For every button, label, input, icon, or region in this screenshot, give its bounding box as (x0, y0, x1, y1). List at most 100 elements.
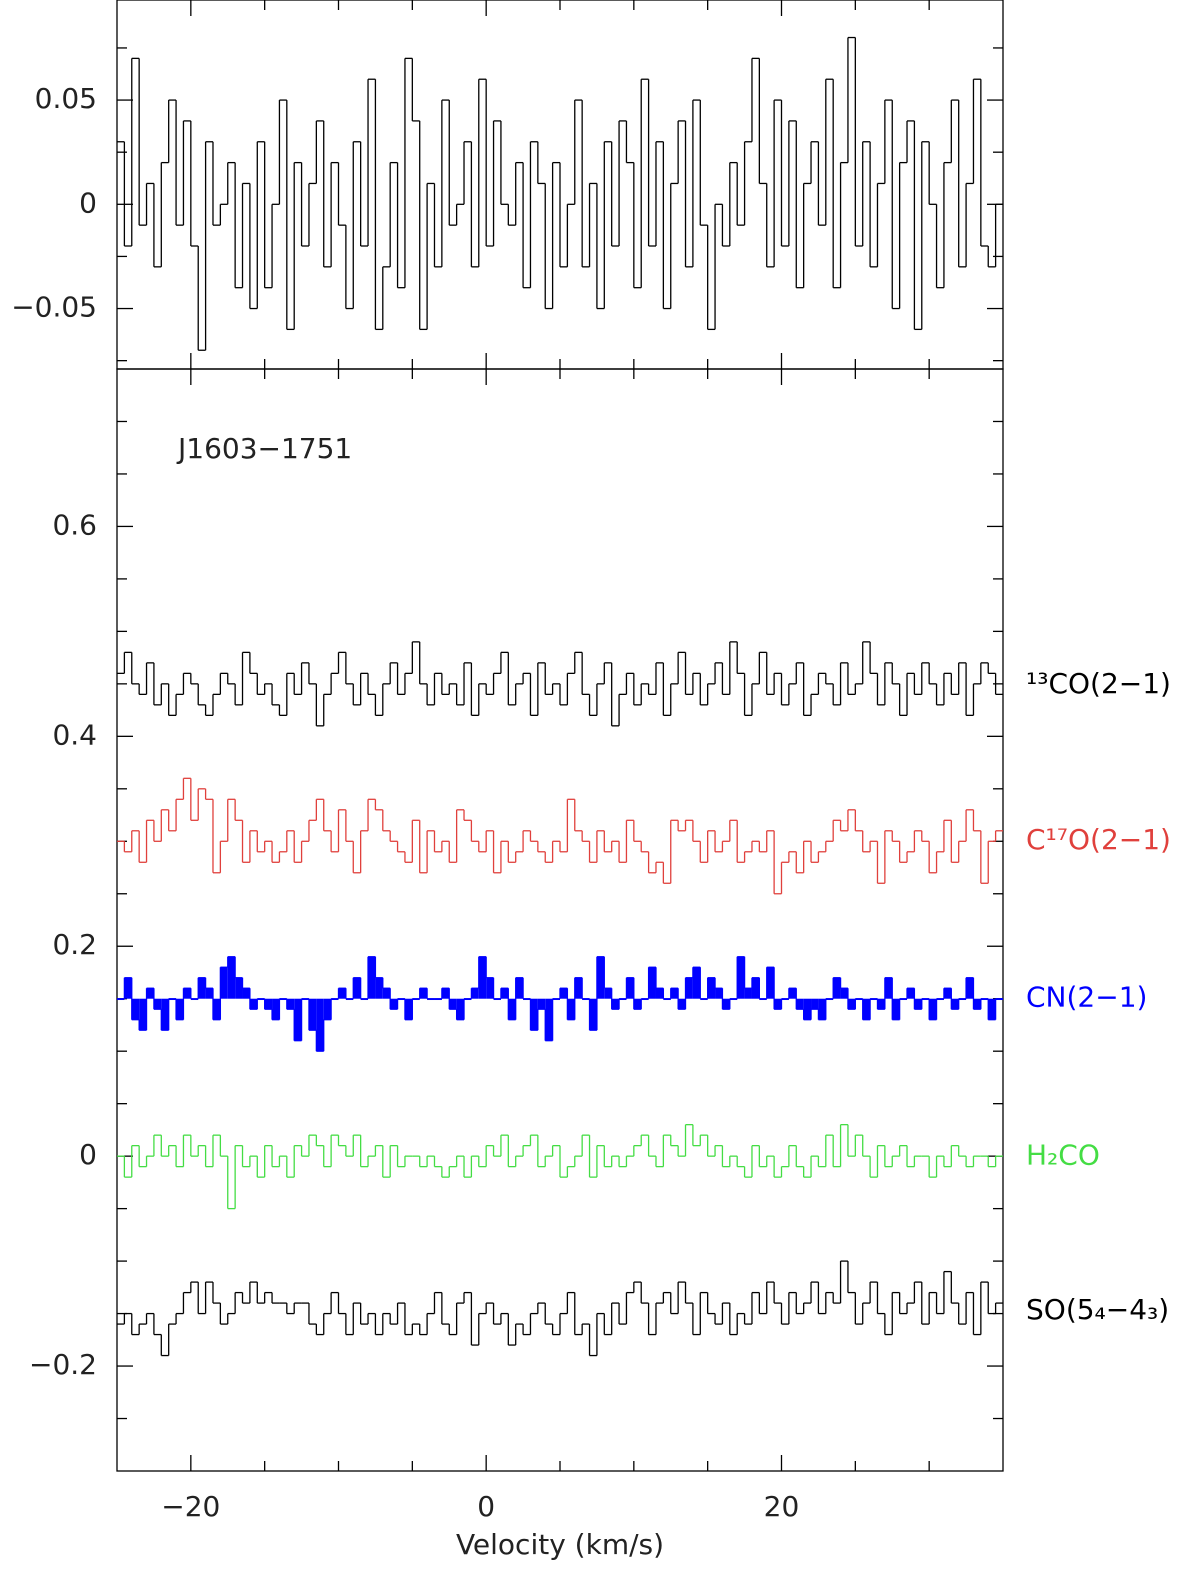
filled-channel (766, 967, 775, 999)
filled-channel (338, 988, 346, 999)
filled-channel (375, 977, 383, 999)
filled-channel (530, 998, 538, 1031)
filled-channel (611, 998, 620, 1010)
filled-channel (212, 998, 221, 1020)
filled-channel (353, 977, 361, 999)
filled-channel (847, 998, 856, 1010)
filled-channel (419, 988, 428, 999)
y-tick-label: 0.4 (52, 718, 97, 751)
filled-channel (707, 977, 716, 999)
x-tick-label: 20 (764, 1490, 800, 1523)
y-tick-label: 0.6 (52, 508, 97, 541)
filled-channel (744, 988, 752, 999)
filled-channel (198, 977, 206, 999)
filled-channel (862, 998, 871, 1020)
filled-channel (508, 998, 516, 1020)
annotation: J1603−1751 (176, 432, 352, 465)
filled-channel (840, 988, 848, 999)
filled-channel (973, 998, 981, 1010)
filled-channel (286, 998, 295, 1010)
filled-channel (220, 967, 228, 999)
y-tick-label: 0.05 (35, 82, 97, 115)
filled-channel (567, 998, 575, 1020)
filled-channel (751, 977, 760, 999)
filled-channel (951, 998, 959, 1010)
filled-channel (382, 988, 391, 999)
series-label: SO(5₄−4₃) (1026, 1293, 1169, 1326)
filled-channel (604, 988, 612, 999)
filled-channel (715, 988, 723, 999)
filled-channel (574, 977, 583, 999)
y-tick-label: −0.2 (29, 1348, 97, 1381)
filled-channel (316, 998, 324, 1052)
filled-channel (390, 998, 398, 1010)
filled-channel (929, 998, 937, 1020)
filled-channel (146, 988, 154, 999)
filled-channel (907, 988, 915, 999)
filled-channel (264, 998, 273, 1010)
filled-channel (368, 956, 376, 999)
filled-channel (441, 988, 450, 999)
filled-channel (803, 998, 812, 1020)
y-tick-label: 0 (79, 186, 97, 219)
filled-channel (633, 998, 642, 1010)
filled-channel (124, 977, 132, 999)
filled-channel (943, 988, 952, 999)
filled-channel (818, 998, 826, 1020)
filled-channel (242, 988, 250, 999)
series-label: C¹⁷O(2−1) (1026, 823, 1171, 856)
filled-channel (670, 988, 679, 999)
filled-channel (966, 977, 974, 999)
filled-channel (737, 956, 745, 999)
y-tick-label: 0.2 (52, 928, 97, 961)
filled-channel (648, 967, 656, 999)
filled-channel (456, 998, 465, 1020)
filled-channel (486, 977, 494, 999)
filled-channel (294, 998, 302, 1041)
filled-channel (626, 977, 634, 999)
filled-channel (139, 998, 147, 1031)
filled-channel (205, 988, 213, 999)
filled-channel (685, 977, 693, 999)
filled-channel (235, 977, 243, 999)
filled-channel (308, 998, 317, 1031)
series-label: ¹³CO(2−1) (1026, 667, 1171, 700)
filled-channel (404, 998, 413, 1020)
x-axis-label: Velocity (km/s) (456, 1528, 664, 1561)
filled-channel (323, 998, 332, 1020)
filled-channel (478, 956, 487, 999)
filled-channel (500, 988, 509, 999)
filled-channel (596, 956, 605, 999)
filled-channel (811, 998, 819, 1010)
filled-channel (131, 998, 140, 1020)
filled-channel (249, 998, 258, 1010)
y-tick-label: −0.05 (11, 291, 97, 324)
filled-channel (560, 988, 568, 999)
y-tick-label: 0 (79, 1138, 97, 1171)
filled-channel (537, 998, 546, 1010)
filled-channel (892, 998, 900, 1020)
filled-channel (176, 998, 184, 1020)
filled-channel (515, 977, 524, 999)
filled-channel (988, 998, 996, 1020)
filled-channel (545, 998, 553, 1041)
filled-channel (833, 977, 841, 999)
plot-frame (116, 368, 1004, 1472)
series-label: H₂CO (1026, 1138, 1100, 1171)
filled-channel (914, 998, 922, 1010)
filled-channel (722, 998, 730, 1010)
series-label: CN(2−1) (1026, 980, 1147, 1013)
filled-channel (774, 998, 782, 1010)
x-tick-label: 0 (477, 1490, 495, 1523)
filled-channel (471, 988, 479, 999)
x-tick-label: −20 (161, 1490, 220, 1523)
filled-channel (589, 998, 597, 1031)
filled-channel (655, 988, 664, 999)
filled-channel (161, 998, 169, 1031)
filled-channel (272, 998, 280, 1020)
filled-channel (692, 967, 701, 999)
filled-channel (788, 988, 797, 999)
filled-channel (227, 956, 236, 999)
